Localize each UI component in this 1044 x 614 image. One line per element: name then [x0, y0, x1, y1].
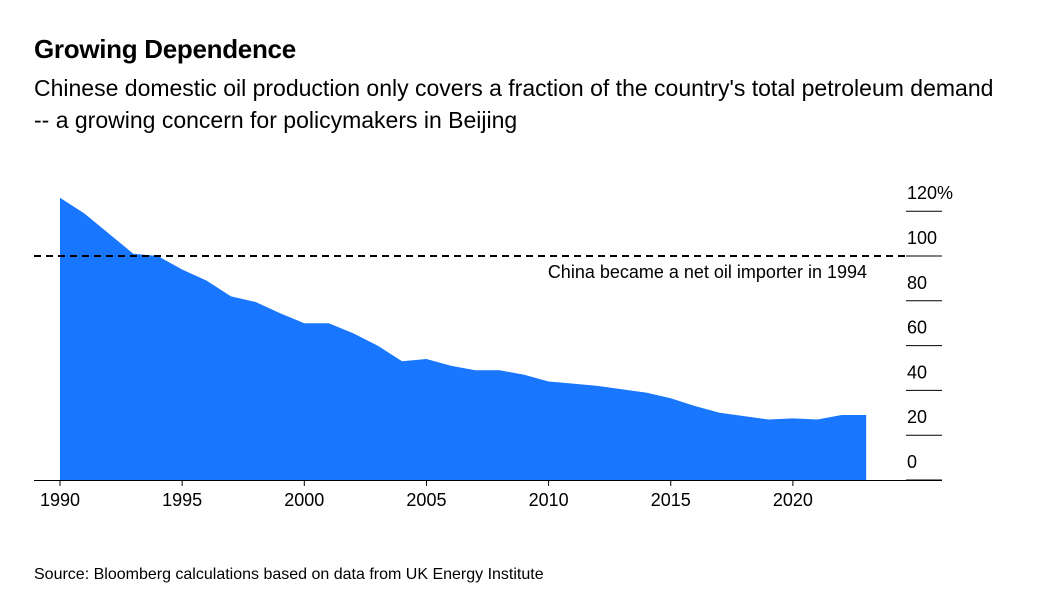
x-tick-label: 2005 — [406, 490, 446, 510]
y-tick-label: 120% — [907, 183, 953, 203]
y-tick-label: 20 — [907, 407, 927, 427]
chart-title: Growing Dependence — [34, 34, 296, 64]
x-tick-label: 2020 — [773, 490, 813, 510]
y-tick-label: 60 — [907, 318, 927, 338]
y-tick-label: 40 — [907, 362, 927, 382]
chart-subtitle: Chinese domestic oil production only cov… — [34, 75, 994, 133]
x-tick-label: 2000 — [284, 490, 324, 510]
chart-source: Source: Bloomberg calculations based on … — [34, 566, 544, 583]
area-series — [60, 197, 867, 480]
y-tick-label: 100 — [907, 228, 937, 248]
reference-label: China became a net oil importer in 1994 — [548, 262, 867, 282]
x-tick-label: 2010 — [529, 490, 569, 510]
x-tick-label: 1990 — [40, 490, 80, 510]
y-tick-label: 80 — [907, 273, 927, 293]
y-tick-label: 0 — [907, 452, 917, 472]
x-tick-label: 2015 — [651, 490, 691, 510]
x-tick-label: 1995 — [162, 490, 202, 510]
